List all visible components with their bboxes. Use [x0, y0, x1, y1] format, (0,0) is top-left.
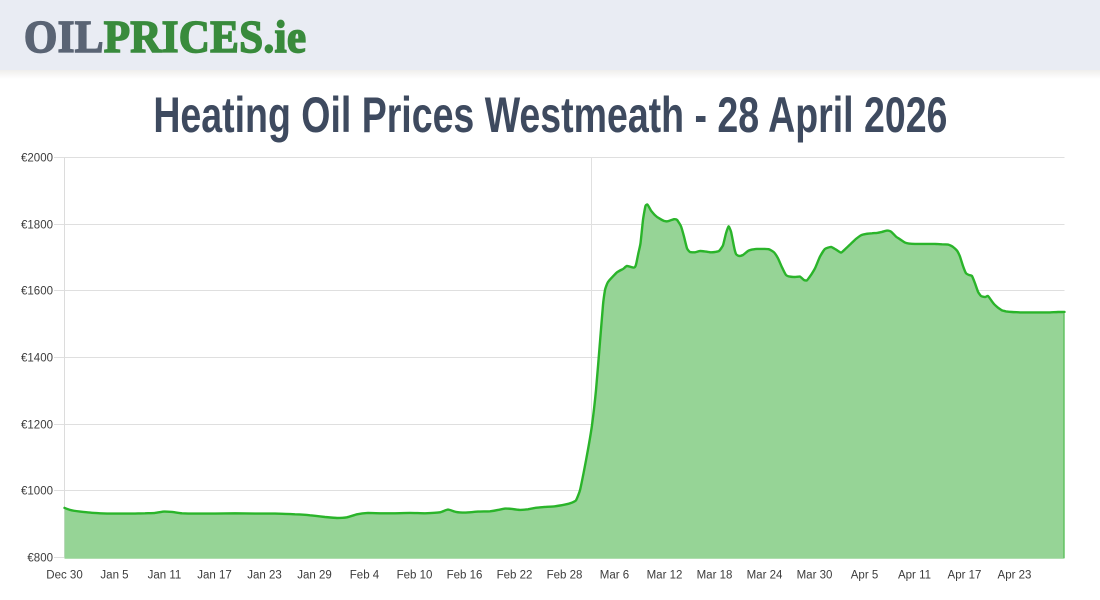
svg-text:Jan 11: Jan 11	[148, 570, 182, 582]
svg-text:€1400: €1400	[21, 353, 53, 365]
svg-text:Mar 6: Mar 6	[600, 570, 629, 582]
svg-text:€1000: €1000	[21, 486, 53, 498]
svg-text:Feb 22: Feb 22	[497, 570, 533, 582]
svg-text:Mar 18: Mar 18	[697, 570, 733, 582]
svg-text:Jan 23: Jan 23	[247, 570, 282, 582]
svg-text:Feb 4: Feb 4	[350, 570, 380, 582]
svg-text:Jan 29: Jan 29	[297, 570, 332, 582]
svg-text:Feb 10: Feb 10	[397, 570, 433, 582]
svg-text:€1600: €1600	[21, 286, 53, 298]
svg-text:Mar 12: Mar 12	[647, 570, 683, 582]
svg-text:€1800: €1800	[21, 220, 53, 232]
svg-text:Feb 28: Feb 28	[547, 570, 583, 582]
svg-text:Feb 16: Feb 16	[447, 570, 483, 582]
svg-text:Mar 30: Mar 30	[797, 570, 833, 582]
svg-text:Apr 11: Apr 11	[898, 570, 931, 582]
svg-text:€1200: €1200	[21, 420, 53, 432]
svg-text:Apr 5: Apr 5	[851, 570, 879, 582]
svg-text:Jan 5: Jan 5	[100, 570, 128, 582]
svg-text:Apr 23: Apr 23	[998, 570, 1032, 582]
svg-text:€800: €800	[27, 553, 53, 565]
svg-text:€2000: €2000	[21, 153, 53, 165]
svg-text:Mar 24: Mar 24	[747, 570, 783, 582]
svg-text:Jan 17: Jan 17	[197, 570, 232, 582]
svg-text:Apr 17: Apr 17	[948, 570, 982, 582]
svg-text:Dec 30: Dec 30	[46, 570, 82, 582]
